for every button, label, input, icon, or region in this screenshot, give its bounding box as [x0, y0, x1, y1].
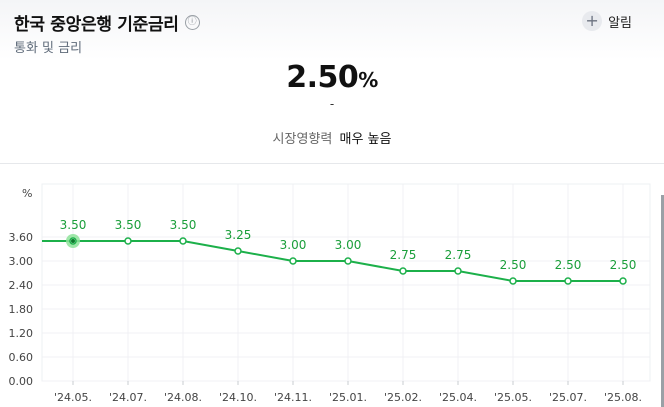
page-title: 한국 중앙은행 기준금리 — [14, 15, 179, 35]
data-point — [564, 277, 572, 285]
info-icon[interactable]: ⓘ — [184, 15, 200, 30]
x-tick-label: '24.05. — [54, 391, 92, 404]
x-tick-label: '25.01. — [329, 391, 367, 404]
y-tick-label: 1.80 — [9, 303, 34, 316]
data-label: 2.50 — [500, 258, 527, 272]
data-label: 3.50 — [170, 218, 197, 232]
data-label: 3.00 — [280, 238, 307, 252]
data-label: 3.50 — [60, 218, 87, 232]
scrollbar[interactable] — [661, 195, 664, 407]
section-divider — [0, 163, 664, 164]
data-point — [124, 237, 132, 245]
data-point — [179, 237, 187, 245]
plus-icon: + — [582, 11, 603, 31]
y-axis-unit: % — [22, 187, 32, 200]
data-point — [619, 277, 627, 285]
x-tick-label: '24.07. — [109, 391, 147, 404]
rate-line-chart[interactable]: 3.60 3.00 2.40 1.80 1.20 0.60 0.00% '24.05. '24.… — [0, 164, 664, 407]
x-tick-label: '24.10. — [219, 391, 257, 404]
impact-value: 매우 높음 — [339, 132, 392, 147]
data-label: 2.75 — [390, 248, 417, 262]
highlight-point — [71, 239, 75, 243]
data-label: 2.50 — [555, 258, 582, 272]
data-point — [289, 257, 297, 265]
y-tick-label: 2.40 — [9, 279, 34, 292]
data-point — [509, 277, 517, 285]
data-label: 2.75 — [445, 248, 472, 262]
page-subtitle: 통화 및 금리 — [14, 41, 83, 56]
x-tick-label: '25.02. — [384, 391, 422, 404]
data-label: 2.50 — [610, 258, 637, 272]
data-point — [344, 257, 352, 265]
alarm-button[interactable]: + 알림 — [582, 11, 632, 31]
x-tick-label: '25.04. — [439, 391, 477, 404]
x-tick-label: '24.08. — [164, 391, 202, 404]
x-tick-label: '25.05. — [494, 391, 532, 404]
rate-unit: % — [358, 68, 378, 92]
data-label: 3.50 — [115, 218, 142, 232]
x-tick-label: '25.08. — [604, 391, 642, 404]
rate-change: - — [329, 97, 335, 111]
data-point — [454, 267, 462, 275]
x-tick-label: '24.11. — [274, 391, 312, 404]
y-tick-label: 3.60 — [9, 231, 34, 244]
header-section: 한국 중앙은행 기준금리 ⓘ 통화 및 금리 + 알림 2.50% - 시장영향… — [0, 0, 664, 164]
y-tick-label: 0.00 — [9, 375, 34, 388]
data-point — [399, 267, 407, 275]
rate-number: 2.50 — [286, 60, 359, 95]
y-tick-label: 3.00 — [9, 255, 34, 268]
data-label: 3.25 — [225, 228, 252, 242]
y-tick-label: 1.20 — [9, 327, 34, 340]
market-impact: 시장영향력 매우 높음 — [0, 128, 664, 147]
alarm-label: 알림 — [608, 15, 632, 31]
data-label: 3.00 — [335, 238, 362, 252]
plot-frame — [41, 183, 651, 382]
impact-label: 시장영향력 — [272, 132, 333, 147]
series-line — [42, 240, 623, 282]
title-row: 한국 중앙은행 기준금리 ⓘ — [14, 10, 200, 35]
data-point — [234, 247, 242, 255]
y-tick-label: 0.60 — [9, 351, 34, 364]
current-rate: 2.50% — [0, 60, 664, 95]
x-tick-label: '25.07. — [549, 391, 587, 404]
